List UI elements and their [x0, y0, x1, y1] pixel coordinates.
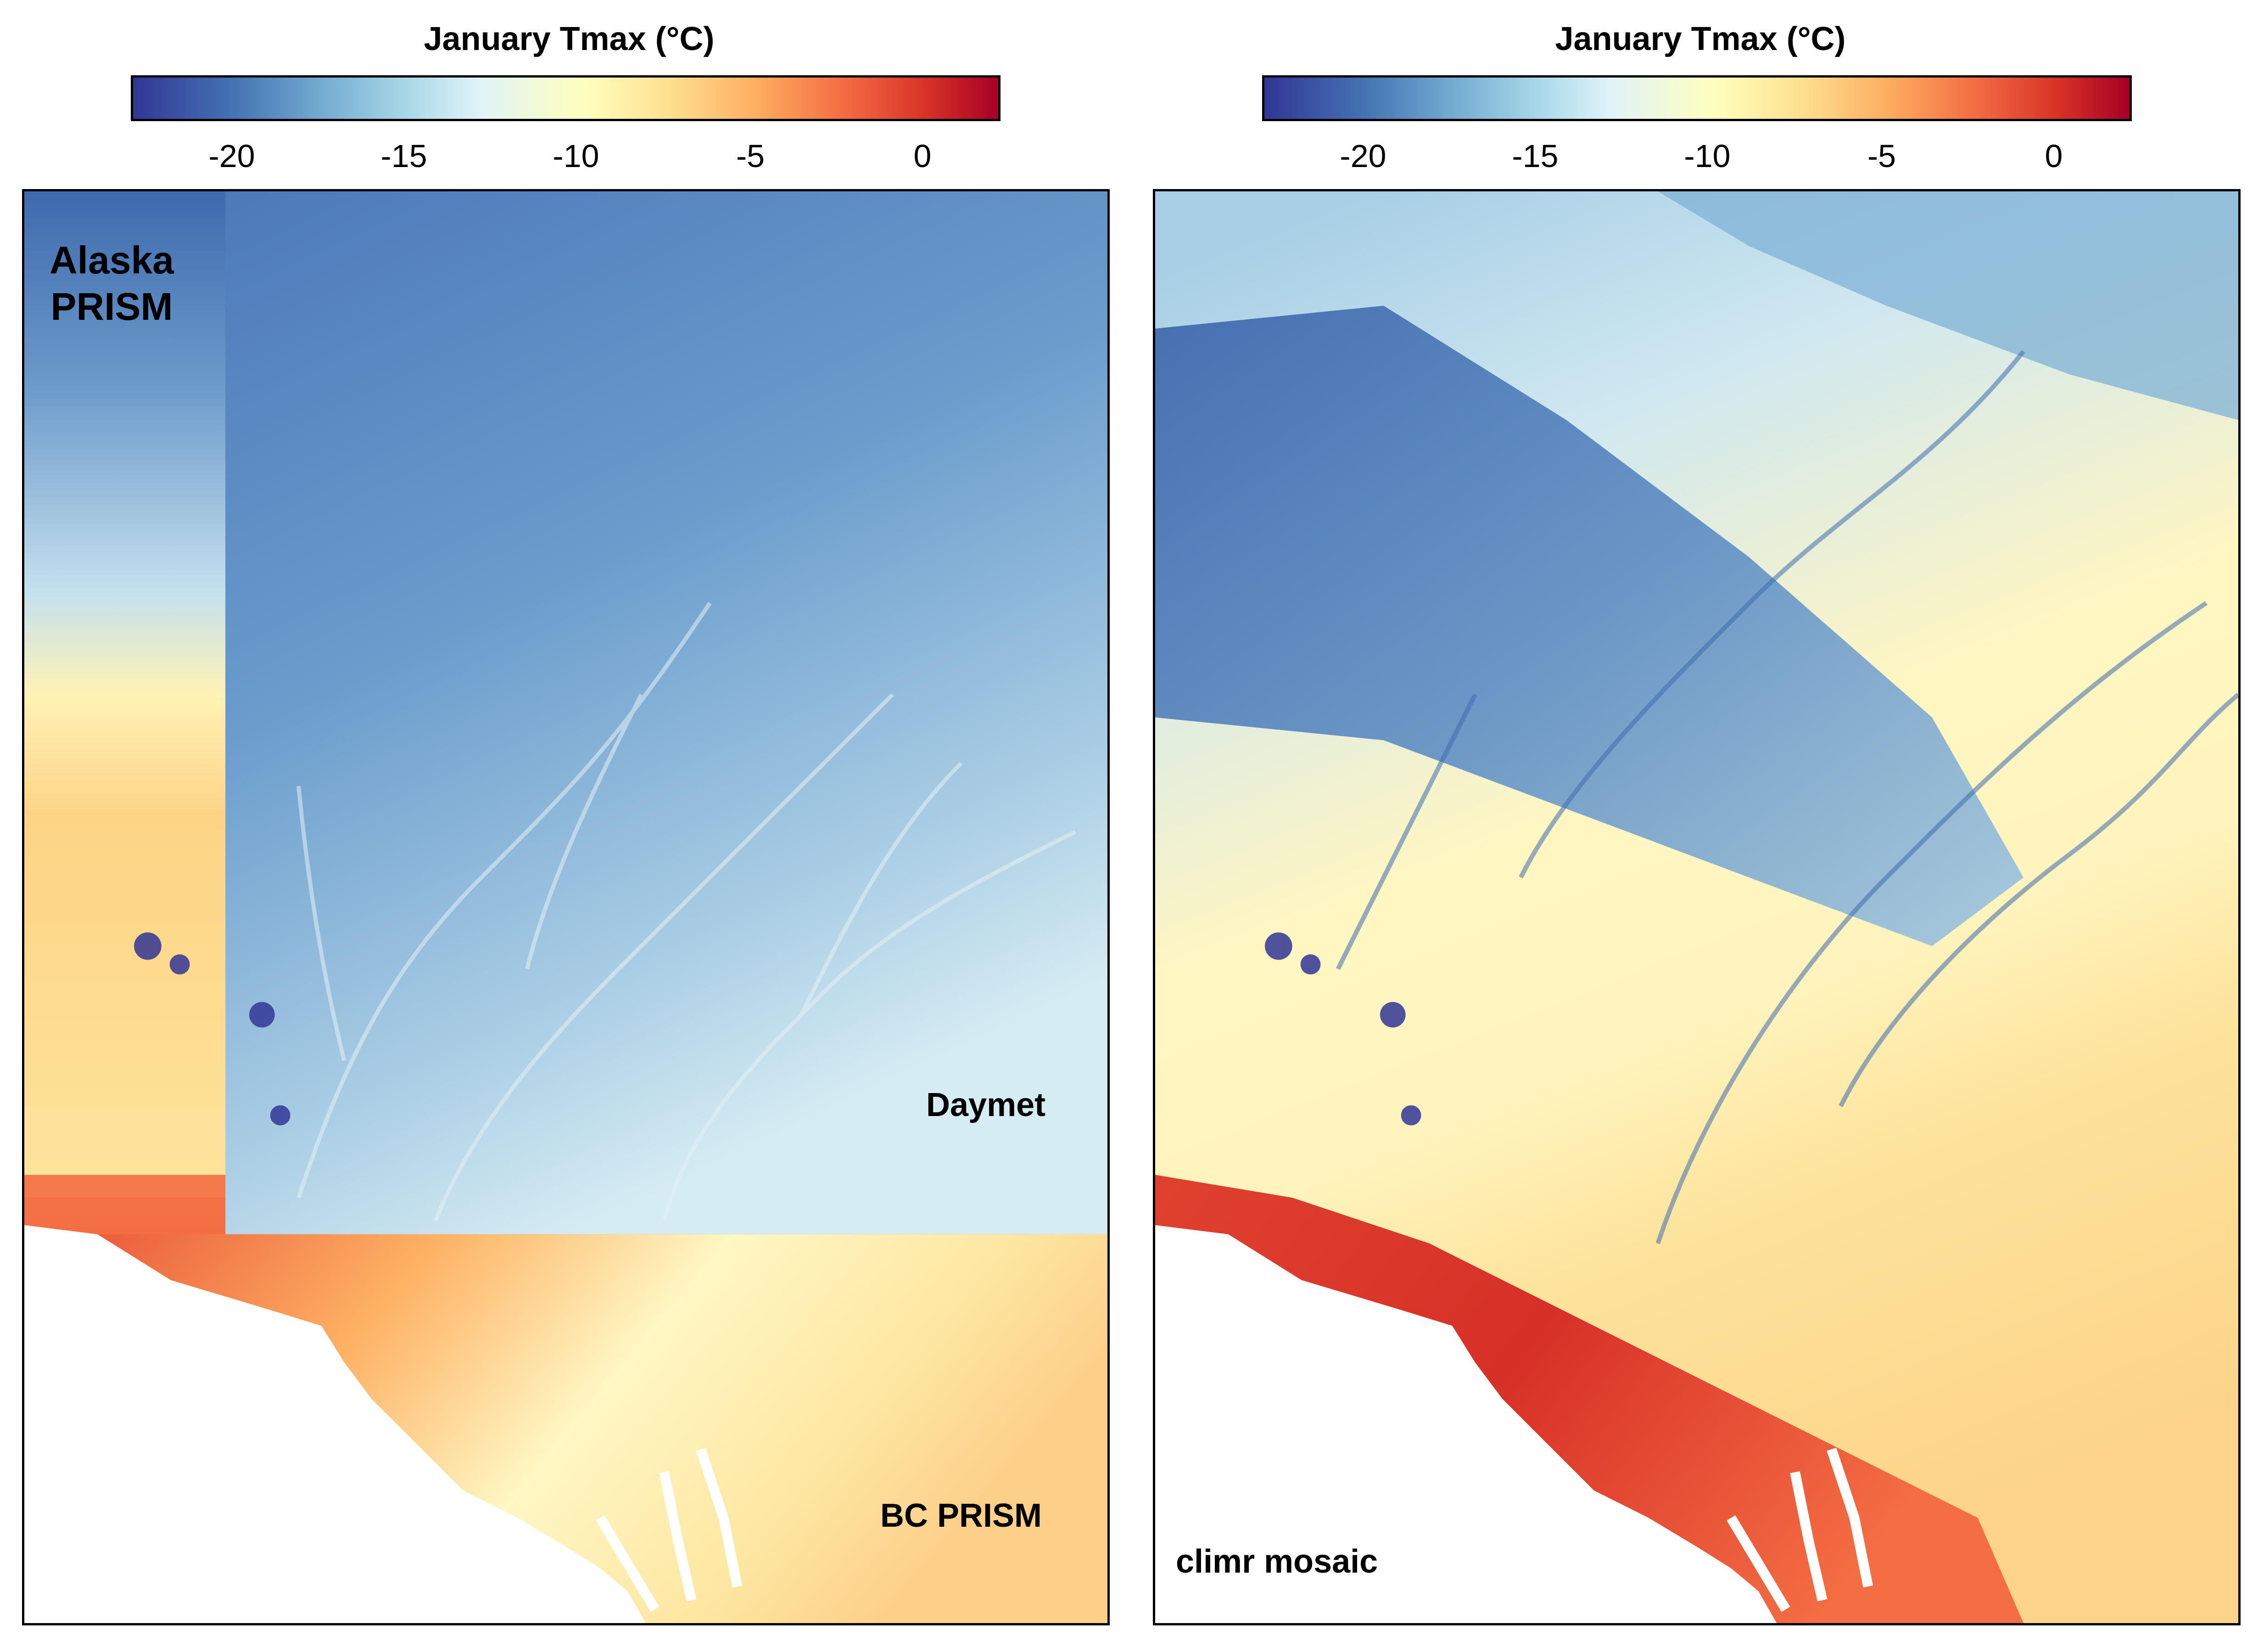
label-alaska-prism-line2: PRISM [50, 285, 173, 328]
left-colorbar [131, 75, 1000, 121]
right-tick-minus5: -5 [1867, 138, 1896, 174]
left-tick-0: 0 [913, 138, 932, 174]
left-tick-minus20: -20 [208, 138, 255, 174]
left-tick-minus15: -15 [380, 138, 427, 174]
right-colorbar [1262, 75, 2132, 121]
left-tick-minus10: -10 [553, 138, 599, 174]
label-climr-mosaic: climr mosaic [1176, 1543, 1378, 1580]
left-tick-minus5: -5 [736, 138, 765, 174]
label-bc-prism: BC PRISM [880, 1497, 1042, 1534]
right-map-raster [1155, 191, 2238, 1623]
label-alaska-prism-line1: Alaska [50, 239, 174, 282]
left-map-raster [24, 191, 1107, 1623]
right-tick-minus20: -20 [1340, 138, 1386, 174]
left-legend-title: January Tmax (°C) [424, 21, 715, 57]
right-map: climr mosaic [1153, 189, 2241, 1625]
right-tick-minus15: -15 [1512, 138, 1559, 174]
label-alaska-prism: Alaska PRISM [50, 237, 174, 330]
right-tick-0: 0 [2045, 138, 2063, 174]
left-map: Alaska PRISM Daymet BC PRISM [22, 189, 1110, 1625]
right-legend-title: January Tmax (°C) [1555, 21, 1846, 57]
label-daymet: Daymet [926, 1087, 1046, 1123]
right-tick-minus10: -10 [1684, 138, 1731, 174]
